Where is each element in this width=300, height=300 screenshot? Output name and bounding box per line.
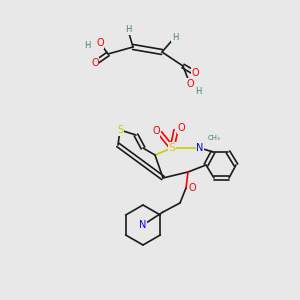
Text: O: O <box>186 79 194 89</box>
Text: O: O <box>91 58 99 68</box>
Text: CH₃: CH₃ <box>208 135 220 141</box>
Text: H: H <box>195 88 201 97</box>
Text: O: O <box>191 68 199 78</box>
Text: H: H <box>84 41 90 50</box>
Text: O: O <box>152 126 160 136</box>
Text: O: O <box>177 123 185 133</box>
Text: O: O <box>188 183 196 193</box>
Text: N: N <box>139 220 147 230</box>
Text: H: H <box>172 32 178 41</box>
Text: S: S <box>168 143 175 153</box>
Text: H: H <box>125 26 131 34</box>
Text: O: O <box>96 38 104 48</box>
Text: N: N <box>196 143 204 153</box>
Text: S: S <box>117 125 123 135</box>
